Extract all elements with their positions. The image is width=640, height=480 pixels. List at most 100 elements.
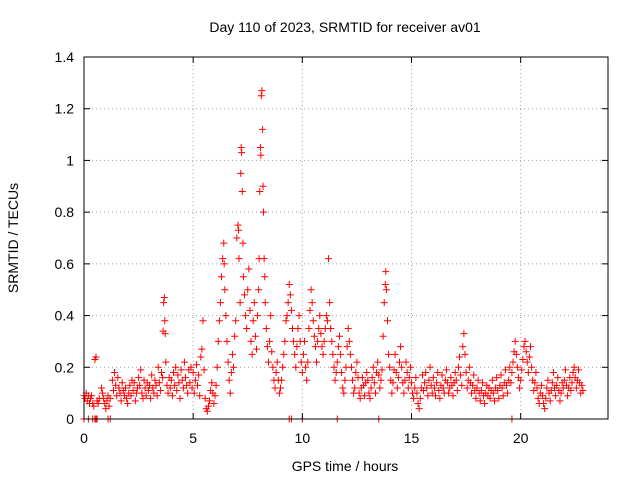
data-point (155, 379, 163, 387)
data-point (414, 399, 422, 407)
data-point (495, 394, 503, 402)
data-point (463, 384, 471, 392)
data-point (456, 353, 464, 361)
data-point (249, 317, 257, 325)
data-point (557, 389, 565, 397)
data-point (512, 350, 520, 358)
data-point (222, 312, 230, 320)
data-point (238, 187, 246, 195)
data-point (162, 358, 170, 366)
data-point (369, 363, 377, 371)
data-point (206, 397, 214, 405)
data-point (397, 343, 405, 351)
data-point (221, 286, 229, 294)
data-point (430, 384, 438, 392)
data-point (570, 363, 578, 371)
data-point (382, 286, 390, 294)
data-point (449, 392, 457, 400)
data-point (511, 337, 519, 345)
data-point (156, 387, 164, 395)
data-point (458, 381, 466, 389)
data-point (248, 350, 256, 358)
data-point (159, 374, 167, 382)
data-point (160, 299, 168, 307)
data-point (180, 358, 188, 366)
data-point (319, 350, 327, 358)
data-point (406, 363, 414, 371)
data-point (238, 149, 246, 157)
data-point (259, 182, 267, 190)
data-point (235, 255, 243, 263)
data-point (398, 363, 406, 371)
data-point (293, 343, 301, 351)
data-point (351, 384, 359, 392)
data-point (461, 350, 469, 358)
data-point (424, 392, 432, 400)
data-point (220, 239, 228, 247)
data-point (543, 384, 551, 392)
data-point (528, 363, 536, 371)
data-point (275, 389, 283, 397)
data-point (88, 392, 96, 400)
data-point (148, 371, 156, 379)
data-point (126, 381, 134, 389)
data-point (136, 381, 144, 389)
axis-ticks: 0 5 10 15 20 0 0.2 0.4 0.6 0.8 1 1.2 1.4 (55, 49, 608, 446)
data-point (383, 317, 391, 325)
data-point (416, 394, 424, 402)
data-point (335, 332, 343, 340)
data-point (339, 384, 347, 392)
data-point (130, 379, 138, 387)
data-point (374, 358, 382, 366)
data-point (429, 374, 437, 382)
data-point (474, 376, 482, 384)
data-point (254, 312, 262, 320)
data-point (137, 366, 145, 374)
data-point (388, 389, 396, 397)
data-point (161, 330, 169, 338)
data-point (256, 144, 264, 151)
data-point (341, 376, 349, 384)
data-point (401, 376, 409, 384)
data-point (470, 371, 478, 379)
data-point (272, 368, 280, 376)
data-point (251, 332, 259, 340)
data-point (508, 368, 516, 376)
data-point (561, 366, 569, 374)
data-point (190, 389, 198, 397)
data-point (127, 392, 135, 400)
data-point (579, 387, 587, 395)
data-point (245, 265, 253, 273)
data-point (196, 392, 204, 400)
data-point (246, 306, 254, 314)
data-point (247, 337, 255, 345)
data-point (261, 273, 269, 281)
data-point (504, 389, 512, 397)
data-point (290, 337, 298, 345)
data-point (314, 337, 322, 345)
data-point (301, 337, 309, 345)
data-point (111, 368, 119, 376)
data-point (330, 363, 338, 371)
data-point (213, 363, 221, 371)
data-point (279, 363, 287, 371)
data-point (520, 343, 528, 351)
data-point (99, 389, 107, 397)
data-point (517, 376, 525, 384)
data-point (203, 407, 211, 415)
data-point (240, 291, 248, 299)
data-point (481, 399, 489, 407)
data-point (164, 389, 172, 397)
data-point (493, 374, 501, 382)
data-point (154, 363, 162, 371)
data-point (356, 394, 364, 402)
data-point (435, 387, 443, 395)
data-point (182, 374, 190, 382)
data-point (445, 389, 453, 397)
data-point (166, 384, 174, 392)
data-point (352, 368, 360, 376)
data-point (345, 337, 353, 345)
data-point (285, 281, 293, 289)
data-point (340, 389, 348, 397)
data-point (541, 405, 549, 413)
